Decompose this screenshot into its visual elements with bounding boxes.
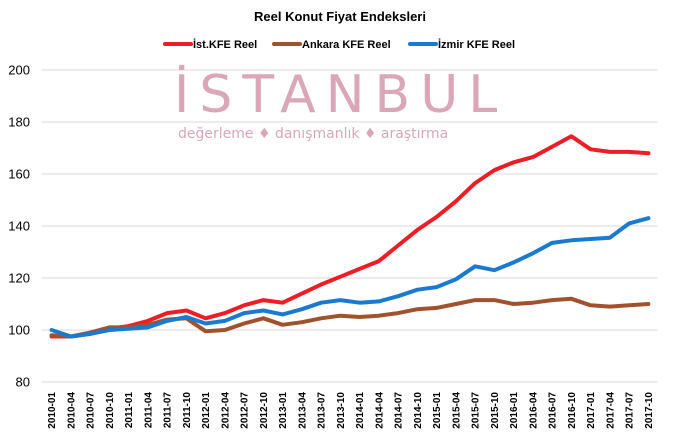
x-tick-label: 2015-04 bbox=[451, 392, 462, 429]
legend: İst.KFE Reel Ankara KFE Reel İzmir KFE Ree… bbox=[163, 38, 515, 51]
series-lines bbox=[49, 134, 651, 339]
x-tick-label: 2014-04 bbox=[374, 392, 385, 429]
y-axis: 80 100 120 140 160 180 200 bbox=[8, 63, 30, 390]
x-tick-label: 2017-01 bbox=[586, 392, 597, 429]
x-tick-label: 2015-07 bbox=[471, 392, 482, 429]
x-tick-label: 2010-01 bbox=[47, 392, 58, 429]
watermark-main-text: İSTANBUL bbox=[174, 64, 507, 125]
x-tick-label: 2013-01 bbox=[278, 392, 289, 429]
x-tick-label: 2014-10 bbox=[413, 392, 424, 429]
x-tick-label: 2011-04 bbox=[143, 392, 154, 429]
watermark-sub-text: değerleme ♦ danışmanlık ♦ araştırma bbox=[178, 126, 448, 142]
y-tick-label: 100 bbox=[8, 323, 30, 338]
y-tick-label: 140 bbox=[8, 219, 30, 234]
watermark-logo: İSTANBUL değerleme ♦ danışmanlık ♦ araşt… bbox=[174, 64, 507, 142]
x-tick-label: 2012-07 bbox=[240, 392, 251, 429]
grid bbox=[42, 69, 658, 383]
x-tick-label: 2013-04 bbox=[297, 392, 308, 429]
x-tick-label: 2011-07 bbox=[163, 392, 174, 429]
series-line-0 bbox=[49, 134, 651, 339]
x-tick-label: 2016-10 bbox=[567, 392, 578, 429]
x-tick-label: 2016-07 bbox=[548, 392, 559, 429]
y-tick-label: 200 bbox=[8, 63, 30, 78]
y-tick-label: 120 bbox=[8, 271, 30, 286]
x-tick-label: 2016-01 bbox=[509, 392, 520, 429]
x-tick-label: 2012-01 bbox=[201, 392, 212, 429]
x-tick-label: 2014-07 bbox=[394, 392, 405, 429]
x-tick-label: 2010-10 bbox=[105, 392, 116, 429]
x-tick-label: 2015-01 bbox=[432, 392, 443, 429]
x-tick-label: 2010-04 bbox=[66, 392, 77, 429]
legend-label: Ankara KFE Reel bbox=[302, 39, 391, 51]
x-tick-label: 2017-07 bbox=[625, 392, 636, 429]
series-line-1 bbox=[49, 296, 651, 339]
legend-label: İst.KFE Reel bbox=[193, 38, 257, 51]
x-tick-label: 2017-10 bbox=[644, 392, 655, 429]
y-tick-label: 180 bbox=[8, 115, 30, 130]
series-line-2 bbox=[49, 216, 651, 339]
legend-label: İzmir KFE Reel bbox=[438, 38, 515, 51]
x-tick-label: 2011-01 bbox=[124, 392, 135, 429]
y-tick-label: 80 bbox=[16, 375, 30, 390]
x-tick-label: 2012-04 bbox=[220, 392, 231, 429]
x-tick-label: 2015-10 bbox=[490, 392, 501, 429]
x-tick-label: 2012-10 bbox=[259, 392, 270, 429]
y-tick-label: 160 bbox=[8, 167, 30, 182]
x-tick-label: 2017-04 bbox=[605, 392, 616, 429]
x-tick-label: 2014-01 bbox=[355, 392, 366, 429]
x-tick-label: 2011-10 bbox=[182, 392, 193, 429]
x-tick-label: 2010-07 bbox=[86, 392, 97, 429]
x-axis: 2010-01 2010-04 2010-07 2010-10 2011-01 2011-… bbox=[47, 392, 655, 429]
chart-title: Reel Konut Fiyat Endeksleri bbox=[254, 9, 426, 24]
x-tick-label: 2013-10 bbox=[336, 392, 347, 429]
x-tick-label: 2013-07 bbox=[317, 392, 328, 429]
x-tick-label: 2016-04 bbox=[528, 392, 539, 429]
